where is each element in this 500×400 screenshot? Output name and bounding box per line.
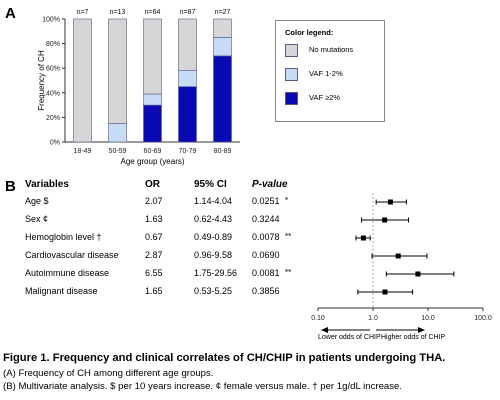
row-ci-value: 1.14-4.04 — [194, 196, 233, 206]
header-p-value: P-value — [252, 179, 288, 190]
y-tick-label: 20% — [46, 115, 60, 122]
odds-ratio-point — [415, 271, 421, 277]
legend-item-no-mutations — [285, 44, 298, 62]
row-ci-value: 0.53-5.25 — [194, 286, 233, 296]
caption-panel-b: (B) Multivariate analysis. $ per 10 year… — [3, 381, 403, 392]
row-or-value: 1.65 — [145, 286, 163, 296]
bar-chart-labels: 18-49 n=7 50-59 n=13 60-69 n=64 70-79 n=87 80-89… — [37, 9, 232, 166]
row-or-value: 6.55 — [145, 268, 163, 278]
bar-segment-no-mutations — [143, 18, 162, 95]
panel-a-label: A — [5, 5, 16, 22]
direction-lower-label: Lower odds of CHIP — [318, 334, 381, 341]
header-or: OR — [145, 179, 160, 190]
x-axis-title: Age group (years) — [120, 157, 184, 166]
legend-item-vaf-low — [285, 68, 298, 86]
row-p-value: 0.0251 — [252, 196, 280, 206]
legend-label-vaf-low: VAF 1-2% — [309, 69, 343, 78]
legend-label-no-mutations: No mutations — [309, 45, 354, 54]
row-p-value: 0.0081 — [252, 268, 280, 278]
panel-b-label: B — [5, 178, 16, 195]
row-variable-label: Malignant disease — [25, 286, 98, 296]
row-p-value: 0.0690 — [252, 250, 280, 260]
forest-x-tick-label: 10.0 — [421, 315, 435, 322]
bar-count-label: n=27 — [215, 9, 231, 16]
x-tick-label: 50-59 — [109, 148, 127, 155]
arrow-right-head — [418, 327, 425, 333]
x-tick-label: 60-69 — [144, 148, 162, 155]
row-significance-mark: ** — [285, 268, 292, 277]
legend-swatch-no-mutations — [285, 44, 298, 57]
bar-count-label: n=64 — [145, 9, 161, 16]
odds-ratio-point — [360, 235, 366, 241]
arrow-left-head — [321, 327, 328, 333]
bar-segment-no-mutations — [213, 18, 232, 38]
row-significance-mark: * — [285, 196, 289, 205]
row-variable-label: Sex ¢ — [25, 214, 49, 224]
y-tick-label: 100% — [42, 17, 60, 24]
row-ci-value: 0.49-0.89 — [194, 232, 233, 242]
bar-segment-no-mutations — [108, 18, 127, 124]
row-variable-label: Hemoglobin level † — [25, 232, 102, 242]
bar-count-label: n=87 — [180, 9, 196, 16]
odds-ratio-point — [382, 217, 388, 223]
forest-x-tick-label: 1.0 — [368, 315, 378, 322]
chart-legend: Color legend: No mutations VAF 1-2% VAF … — [275, 20, 385, 122]
y-tick-label: 80% — [46, 41, 60, 48]
caption-panel-a: (A) Frequency of CH among different age … — [3, 368, 214, 379]
legend-title: Color legend: — [285, 28, 334, 37]
x-tick-label: 18-49 — [74, 148, 92, 155]
odds-ratio-point — [382, 289, 388, 295]
row-variable-label: Autoimmune disease — [25, 268, 110, 278]
row-or-value: 0.67 — [145, 232, 163, 242]
row-variable-label: Age $ — [25, 196, 49, 206]
forest-plot-axes: 0.10 1.0 10.0 100.0 — [311, 193, 492, 333]
bar-segment-no-mutations — [178, 18, 197, 71]
row-or-value: 2.07 — [145, 196, 163, 206]
forest-plot-marks — [355, 199, 455, 295]
row-ci-value: 0.62-4.43 — [194, 214, 233, 224]
row-or-value: 1.63 — [145, 214, 163, 224]
caption-title: Figure 1. Frequency and clinical correla… — [3, 352, 446, 364]
row-variable-label: Cardiovascular disease — [25, 250, 119, 260]
legend-item-vaf-high — [285, 92, 298, 110]
row-ci-value: 0.96-9.58 — [194, 250, 233, 260]
forest-x-tick-label: 0.10 — [311, 315, 325, 322]
forest-plot: 0.10 1.0 10.0 100.0 — [311, 193, 492, 333]
odds-ratio-point — [395, 253, 401, 259]
bar-chart: 0% 20% 40% 60% 80% 100% 18-49 n=7 50-59 n=13 60-6… — [37, 9, 240, 166]
forest-x-tick-label: 100.0 — [474, 315, 492, 322]
legend-swatch-vaf-low — [285, 68, 298, 81]
odds-ratio-point — [387, 199, 393, 205]
legend-label-vaf-high: VAF ≥2% — [309, 93, 341, 102]
bar-count-label: n=13 — [110, 9, 126, 16]
x-tick-label: 80-89 — [214, 148, 232, 155]
row-p-value: 0.3244 — [252, 214, 280, 224]
bar-segment-no-mutations — [73, 18, 92, 143]
row-p-value: 0.3856 — [252, 286, 280, 296]
header-variables: Variables — [25, 179, 69, 190]
x-tick-label: 70-79 — [179, 148, 197, 155]
bar-count-label: n=7 — [77, 9, 89, 16]
legend-swatch-vaf-high — [285, 92, 298, 105]
row-or-value: 2.87 — [145, 250, 163, 260]
y-tick-label: 0% — [50, 140, 60, 147]
y-axis-title: Frequency of CH — [37, 50, 46, 111]
row-significance-mark: ** — [285, 232, 292, 241]
row-p-value: 0.0078 — [252, 232, 280, 242]
y-tick-label: 60% — [46, 66, 60, 73]
direction-higher-label: Higher odds of CHIP — [381, 334, 446, 341]
y-tick-label: 40% — [46, 90, 60, 97]
bar-chart-marks — [73, 18, 232, 143]
header-ci: 95% CI — [194, 179, 227, 190]
row-ci-value: 1.75-29.56 — [194, 268, 238, 278]
